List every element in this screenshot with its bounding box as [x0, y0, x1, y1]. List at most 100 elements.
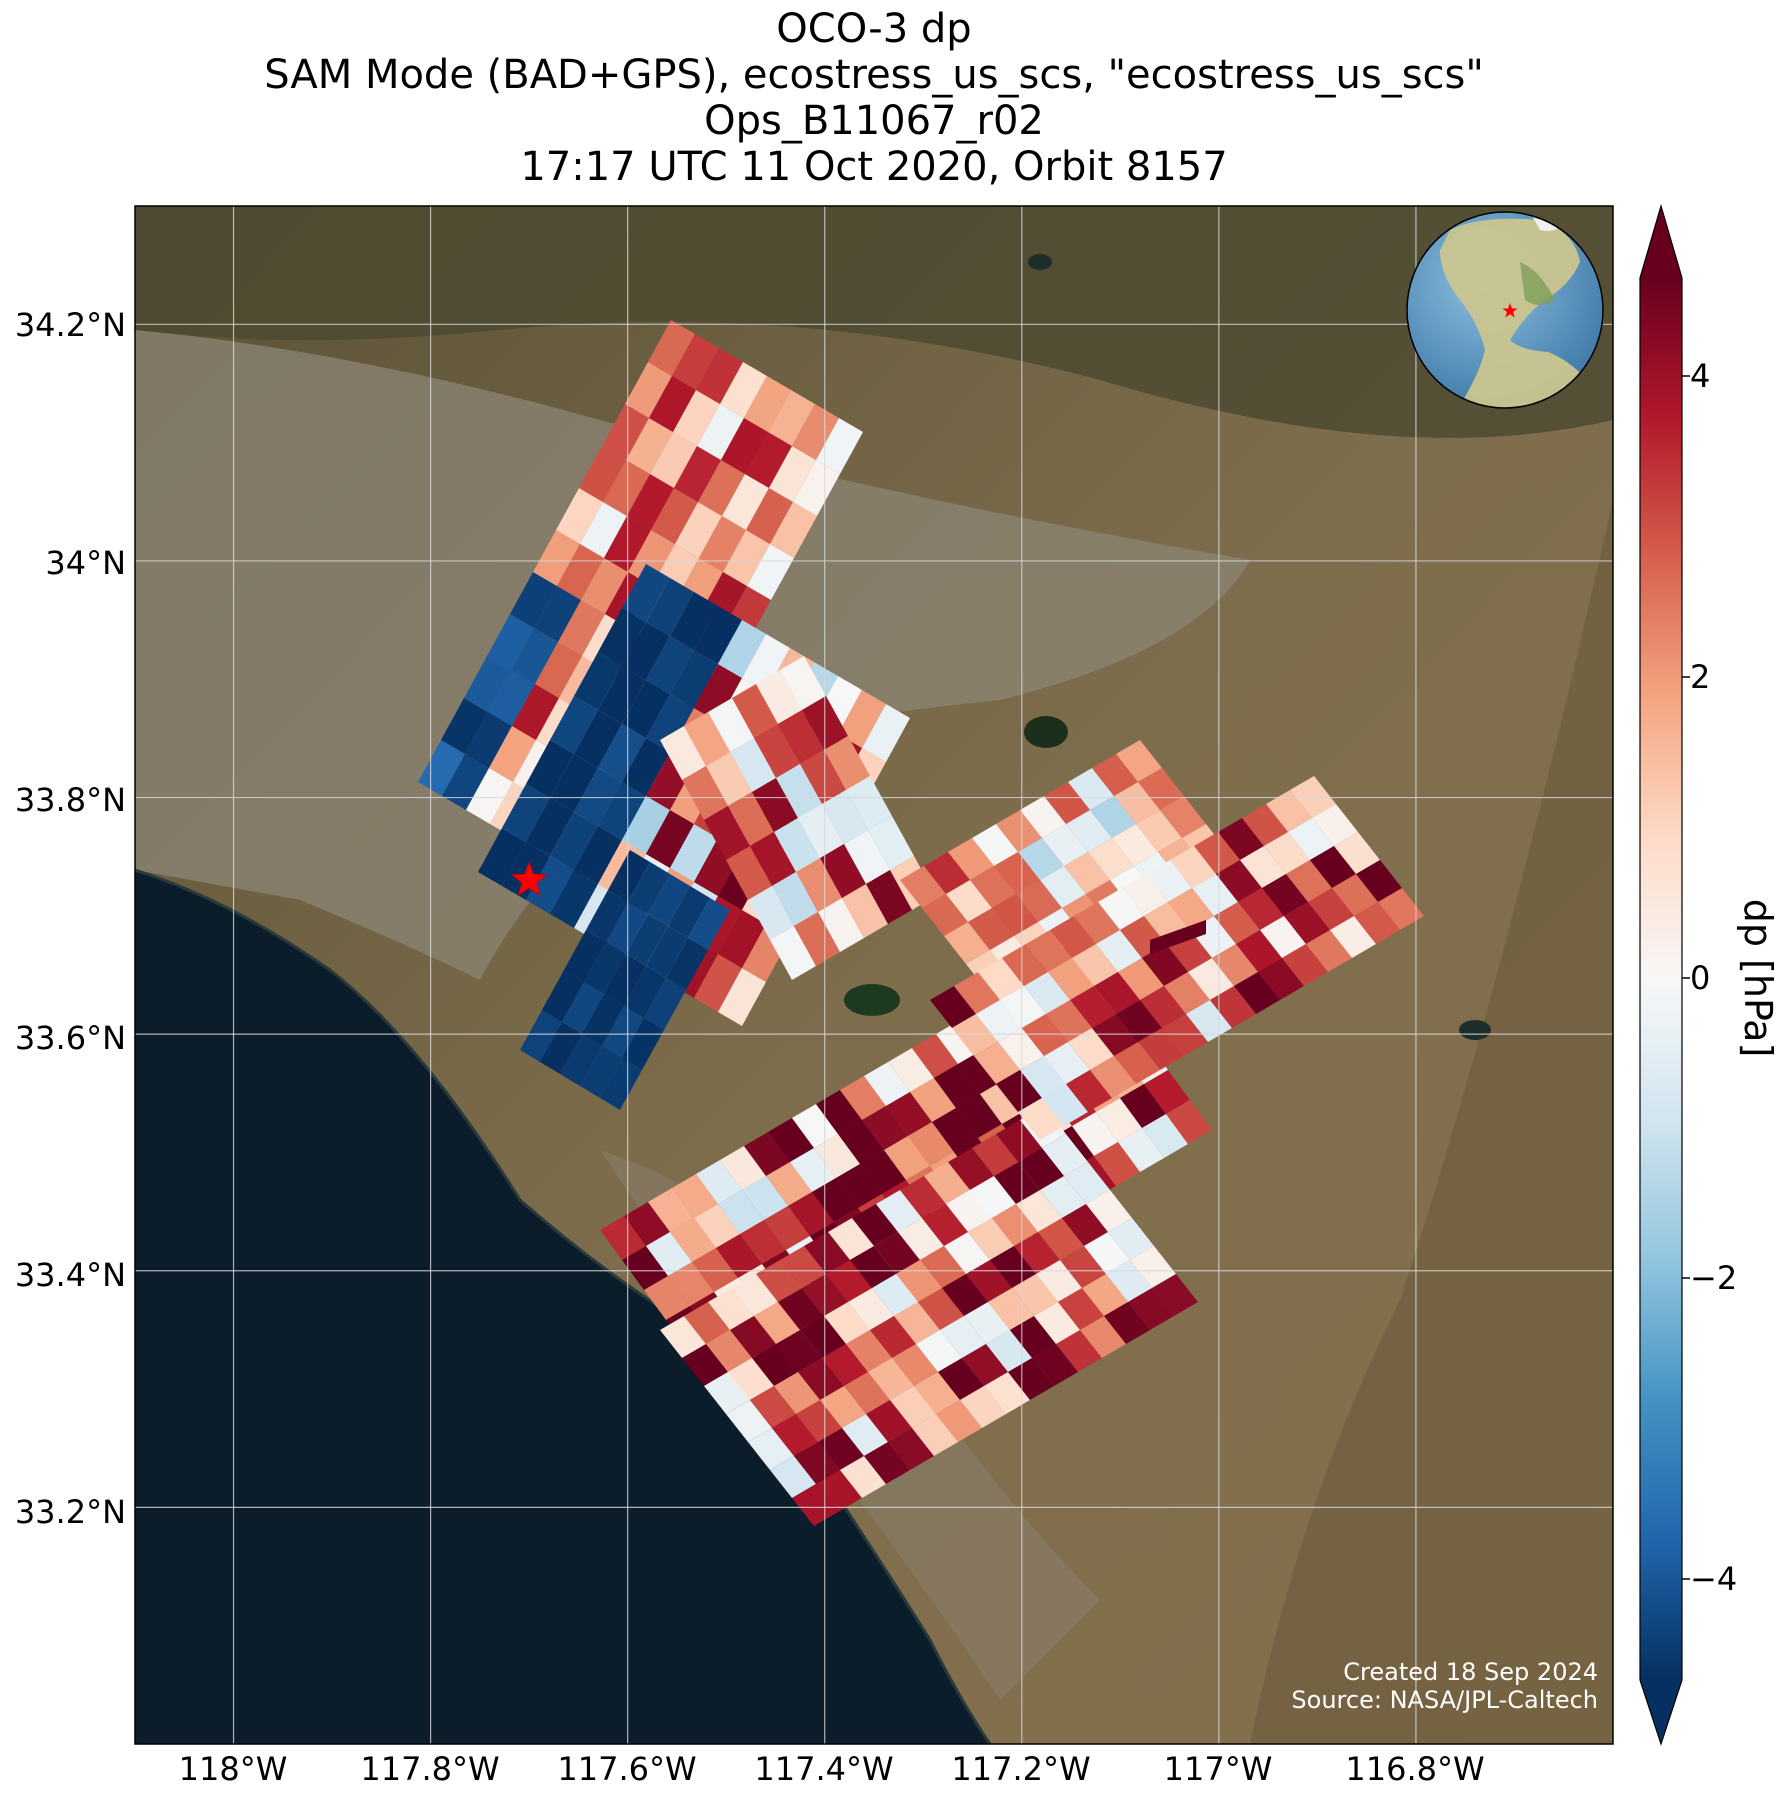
sounding-footprint: [822, 790, 868, 844]
sounding-footprint: [730, 738, 776, 792]
sounding-footprint: [487, 614, 534, 670]
sounding-footprint: [622, 680, 670, 738]
sounding-footprint: [1212, 944, 1258, 986]
lat-tick-label: 34°N: [45, 544, 126, 582]
sounding-footprint: [1058, 1288, 1104, 1330]
sounding-footprint: [844, 1372, 890, 1414]
sounding-footprint: [1056, 1330, 1102, 1372]
sounding-footprint: [1092, 1014, 1138, 1056]
sounding-footprint: [924, 852, 970, 894]
sounding-footprint: [1032, 1344, 1078, 1386]
sounding-footprint: [1178, 920, 1206, 944]
sounding-footprint: [465, 712, 512, 768]
sounding-footprint: [936, 1400, 982, 1442]
sounding-footprint: [948, 1148, 994, 1190]
sounding-footprint: [1378, 888, 1424, 930]
sounding-footprint: [651, 488, 698, 544]
sounding-footprint: [1022, 1014, 1068, 1056]
sounding-footprint: [1002, 944, 1048, 986]
sounding-footprint: [1354, 902, 1400, 944]
sounding-footprint: [1150, 930, 1178, 954]
sounding-footprint: [750, 832, 796, 886]
sounding-footprint: [1114, 1042, 1160, 1084]
lat-tick-label: 33.2°N: [14, 1493, 126, 1531]
sounding-footprint: [1064, 1162, 1110, 1204]
sounding-footprint: [1214, 902, 1260, 944]
sounding-footprint: [478, 828, 526, 886]
globe-north-america: [1440, 218, 1600, 408]
sounding-footprint: [694, 1204, 740, 1248]
sounding-footprint: [562, 982, 604, 1034]
sounding-footprint: [1146, 860, 1192, 902]
lon-tick-label: 117.8°W: [360, 1750, 500, 1788]
sounding-footprint: [824, 1302, 870, 1344]
sounding-footprint: [1012, 1274, 1058, 1316]
sounding-footprint: [598, 782, 646, 840]
sounding-footprint: [1356, 860, 1402, 902]
sounding-footprint: [934, 1064, 980, 1108]
sounding-footprint: [1070, 986, 1116, 1028]
sounding-footprint: [900, 866, 946, 908]
sounding-footprint: [968, 908, 1014, 950]
ocean: [135, 870, 990, 1744]
sounding-footprint: [1170, 846, 1216, 888]
sounding-footprint: [600, 1058, 642, 1110]
sounding-footprint: [625, 362, 672, 418]
sounding-footprint: [646, 578, 694, 636]
sounding-footprint: [1020, 796, 1066, 838]
sounding-footprint: [800, 750, 846, 804]
sounding-footprint: [696, 1160, 742, 1204]
sounding-footprint: [646, 694, 694, 752]
sounding-footprint: [672, 334, 719, 390]
sounding-footprint: [984, 1372, 1030, 1414]
sounding-footprint: [1068, 768, 1114, 810]
sounding-footprint: [860, 1150, 906, 1194]
sounding-footprint: [674, 446, 721, 502]
sounding-footprint: [776, 1330, 822, 1372]
sounding-footprint: [774, 818, 820, 872]
sounding-footprint: [581, 558, 628, 614]
sounding-footprint: [900, 1176, 946, 1218]
sounding-footprint: [1014, 1232, 1060, 1274]
globe-star-marker: [1502, 303, 1518, 318]
sounding-footprint: [816, 418, 863, 474]
sounding-footprint: [768, 390, 815, 446]
gridlines: [135, 206, 1613, 1744]
sounding-footprint: [540, 1022, 582, 1074]
sounding-footprint: [718, 968, 766, 1026]
sounding-footprint: [600, 1216, 646, 1260]
sounding-footprint: [598, 608, 646, 666]
sounding-footprint: [489, 726, 536, 782]
sounding-footprint: [675, 502, 722, 558]
sounding-footprint: [788, 1192, 834, 1236]
sounding-footprint: [764, 1206, 810, 1250]
sounding-footprint: [622, 1018, 664, 1070]
sounding-footprint: [1130, 1246, 1176, 1288]
sounding-footprint: [673, 390, 720, 446]
sounding-footprint: [884, 1136, 930, 1180]
mountain-band-north: [135, 206, 1613, 438]
sounding-footprint: [812, 1178, 858, 1222]
sounding-footprint: [970, 1176, 1016, 1218]
sounding-footprint: [944, 1232, 990, 1274]
sounding-footprint: [742, 1176, 788, 1220]
sounding-footprint: [1136, 810, 1182, 852]
colorbar-tick-label: 2: [1690, 658, 1711, 696]
sounding-footprint: [1138, 768, 1184, 810]
sounding-footprint: [1120, 1084, 1166, 1128]
lat-tick-label: 33.6°N: [14, 1019, 126, 1057]
sounding-footprint: [769, 446, 816, 502]
sounding-footprint: [956, 1094, 1002, 1138]
sounding-footprint: [584, 942, 626, 994]
sounding-footprint: [888, 1428, 934, 1470]
sounding-footprint: [996, 810, 1042, 852]
sounding-footprint: [696, 348, 743, 404]
colorbar-label: dp [hPa]: [1736, 898, 1780, 1058]
sounding-footprint: [1008, 1358, 1054, 1400]
lat-tick-label: 33.4°N: [14, 1256, 126, 1294]
title-line-1: OCO-3 dp: [776, 6, 972, 52]
sounding-footprint: [844, 830, 890, 884]
sounding-footprint: [1144, 1070, 1190, 1114]
sounding-footprint: [708, 698, 754, 752]
sounding-footprint: [974, 1042, 1020, 1084]
